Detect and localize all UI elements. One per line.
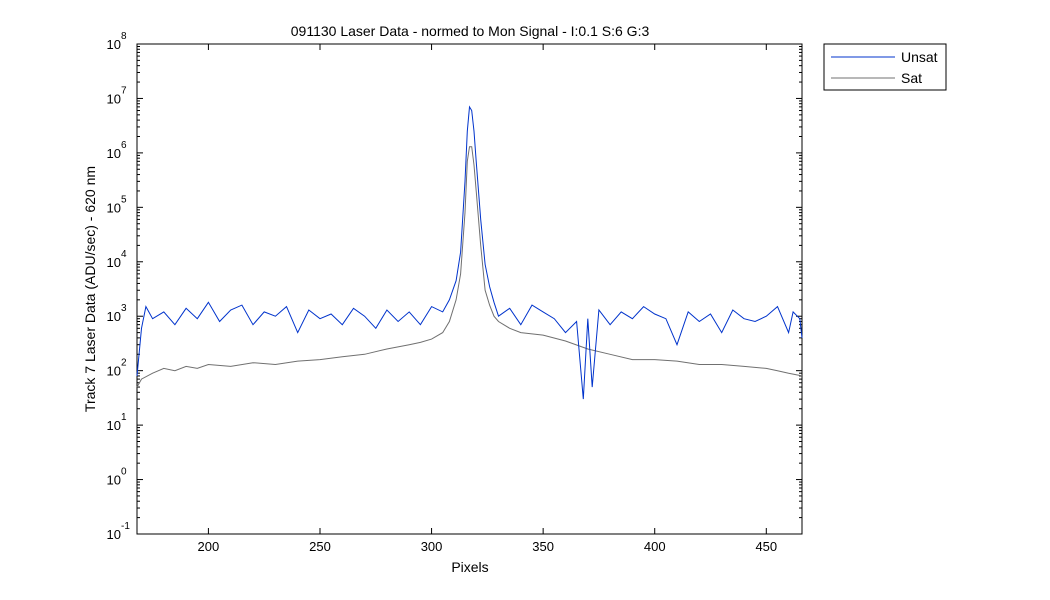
y-tick-label-base: 10 — [107, 364, 121, 379]
y-tick-label-exponent: 8 — [121, 31, 127, 42]
series-line-unsat — [136, 105, 803, 400]
x-tick-label: 250 — [309, 539, 331, 554]
y-tick-label: 107 — [107, 85, 127, 106]
y-tick-label-base: 10 — [107, 255, 121, 270]
y-tick-label-base: 10 — [107, 473, 121, 488]
y-tick-label-exponent: 5 — [121, 194, 127, 205]
y-tick-label: 103 — [107, 303, 127, 324]
series-line-sat — [136, 146, 803, 388]
y-tick-label: 102 — [107, 358, 127, 379]
y-tick-label: 105 — [107, 194, 127, 215]
plot-area — [136, 43, 803, 535]
y-tick-label-base: 10 — [107, 37, 121, 52]
y-tick-label-base: 10 — [107, 418, 121, 433]
y-tick-label: 10-1 — [107, 521, 131, 542]
y-tick-label-exponent: 0 — [121, 467, 127, 478]
x-axis: 200 250 300 350 400 450 — [198, 44, 777, 554]
x-tick-label: 350 — [532, 539, 554, 554]
x-tick-label: 200 — [198, 539, 220, 554]
x-tick-label: 450 — [755, 539, 777, 554]
y-tick-label-base: 10 — [107, 309, 121, 324]
legend-label-sat: Sat — [901, 70, 922, 86]
legend-box — [823, 43, 947, 91]
chart-title: 091130 Laser Data - normed to Mon Signal… — [291, 23, 650, 39]
y-tick-label-exponent: 7 — [121, 85, 127, 96]
y-tick-label-base: 10 — [107, 527, 121, 542]
y-axis-title: Track 7 Laser Data (ADU/sec) - 620 nm — [82, 166, 98, 412]
x-tick-label: 400 — [644, 539, 666, 554]
y-tick-label: 106 — [107, 140, 127, 161]
y-tick-label-exponent: 3 — [121, 303, 127, 314]
y-tick-label-base: 10 — [107, 91, 121, 106]
y-tick-label-exponent: -1 — [121, 521, 130, 532]
x-axis-title: Pixels — [451, 559, 488, 575]
y-tick-label: 100 — [107, 467, 127, 488]
y-tick-label-base: 10 — [107, 200, 121, 215]
x-tick-label: 300 — [421, 539, 443, 554]
series-layer — [136, 105, 803, 400]
y-tick-label-exponent: 6 — [121, 140, 127, 151]
y-tick-label-base: 10 — [107, 146, 121, 161]
y-tick-label: 108 — [107, 31, 127, 52]
y-tick-label: 101 — [107, 412, 127, 433]
legend-label-unsat: Unsat — [901, 49, 938, 65]
y-tick-label-exponent: 1 — [121, 412, 127, 423]
legend: Unsat Sat — [823, 43, 947, 91]
y-tick-label: 104 — [107, 249, 127, 270]
y-tick-label-exponent: 4 — [121, 249, 127, 260]
y-tick-label-exponent: 2 — [121, 358, 127, 369]
